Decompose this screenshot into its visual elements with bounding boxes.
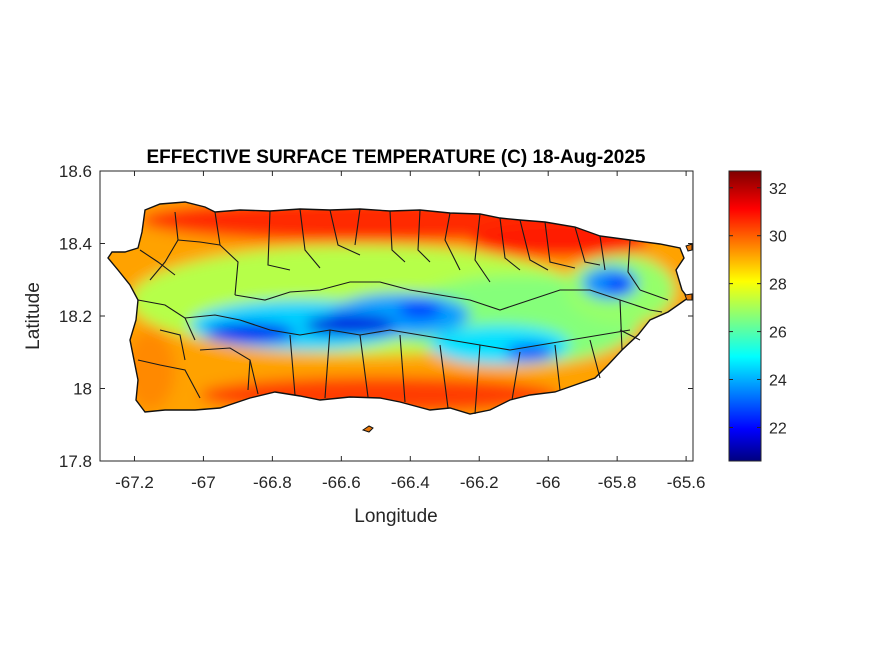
colorbar-tick-label: 30 <box>769 229 787 246</box>
municipality-boundary <box>234 281 651 311</box>
small-islands <box>361 243 693 433</box>
municipality-boundary <box>199 347 251 391</box>
x-tick-label: -66.4 <box>391 473 430 492</box>
municipality-boundary <box>599 235 606 271</box>
municipality-boundary <box>627 239 641 291</box>
municipality-boundary <box>354 208 361 246</box>
municipality-boundary <box>439 344 449 409</box>
municipality-boundary <box>619 329 641 341</box>
municipality-boundary <box>214 211 239 296</box>
municipality-boundary <box>589 339 601 379</box>
municipality-boundaries <box>137 208 669 415</box>
municipality-boundary <box>474 344 481 415</box>
municipality-boundary <box>329 329 481 346</box>
temperature-field <box>108 202 688 414</box>
y-axis-ticks: 17.8 18 18.2 18.4 18.6 <box>59 162 693 471</box>
municipality-boundary <box>299 208 321 269</box>
y-tick-label: 18.2 <box>59 307 92 326</box>
x-tick-label: -65.6 <box>667 473 706 492</box>
x-axis-label: Longitude <box>354 506 437 527</box>
municipality-boundary <box>554 344 561 391</box>
x-tick-label: -66.8 <box>253 473 292 492</box>
x-tick-label: -66.6 <box>322 473 361 492</box>
municipality-boundary <box>249 359 259 395</box>
municipality-boundary <box>359 334 369 398</box>
culebrita-fragment <box>684 293 693 301</box>
municipality-boundary <box>324 329 331 399</box>
y-tick-label: 18.4 <box>59 235 92 254</box>
x-tick-label: -65.8 <box>598 473 637 492</box>
municipality-boundary <box>474 213 491 283</box>
municipality-boundary <box>417 209 431 263</box>
municipality-boundary <box>639 289 669 301</box>
municipality-boundary <box>137 299 196 341</box>
vieques-fragment-east <box>685 243 693 252</box>
colorbar-tick-label: 32 <box>769 181 787 198</box>
colorbar-tick-label: 28 <box>769 277 787 294</box>
municipality-boundary <box>574 226 601 266</box>
municipality-boundary <box>159 329 186 361</box>
municipality-boundary <box>137 359 201 399</box>
colorbar-gradient <box>728 170 762 462</box>
municipality-boundary <box>444 212 461 271</box>
colorbar-ticks: 22 24 26 28 30 32 <box>729 181 787 437</box>
municipality-boundary <box>149 211 179 281</box>
municipality-boundary <box>544 221 576 269</box>
municipality-boundary <box>499 217 521 271</box>
municipality-boundary <box>267 210 291 271</box>
x-tick-label: -66 <box>536 473 561 492</box>
municipality-boundary <box>329 209 361 256</box>
y-tick-label: 18.6 <box>59 162 92 181</box>
colorbar-tick-label: 22 <box>769 420 787 437</box>
municipality-boundary <box>289 334 296 396</box>
municipality-boundary <box>511 351 521 401</box>
municipality-boundary <box>139 249 176 276</box>
y-tick-label: 18 <box>73 380 92 399</box>
municipality-boundary <box>399 334 406 403</box>
municipality-boundary <box>389 210 406 263</box>
municipality-boundary <box>239 319 331 336</box>
x-axis-ticks: -67.2 -67 -66.8 -66.6 -66.4 -66.2 -66 -65.8 -65.… <box>115 171 705 492</box>
municipality-boundary <box>184 314 241 321</box>
caja-de-muertos-island <box>361 425 374 433</box>
municipality-boundary <box>479 329 631 351</box>
municipality-boundary <box>649 309 663 313</box>
colorbar-tick-label: 26 <box>769 325 787 342</box>
x-tick-label: -67.2 <box>115 473 154 492</box>
x-tick-label: -66.2 <box>460 473 499 492</box>
x-tick-label: -67 <box>191 473 216 492</box>
colorbar: 22 24 26 28 30 32 <box>728 170 787 462</box>
y-axis-label: Latitude <box>23 282 44 350</box>
y-tick-label: 17.8 <box>59 452 92 471</box>
colorbar-tick-label: 24 <box>769 373 787 390</box>
municipality-boundary <box>177 239 221 246</box>
map-title: EFFECTIVE SURFACE TEMPERATURE (C) 18-Aug… <box>147 147 646 168</box>
island-outline <box>107 201 689 415</box>
municipality-boundary <box>619 299 623 351</box>
municipality-boundary <box>519 219 549 271</box>
